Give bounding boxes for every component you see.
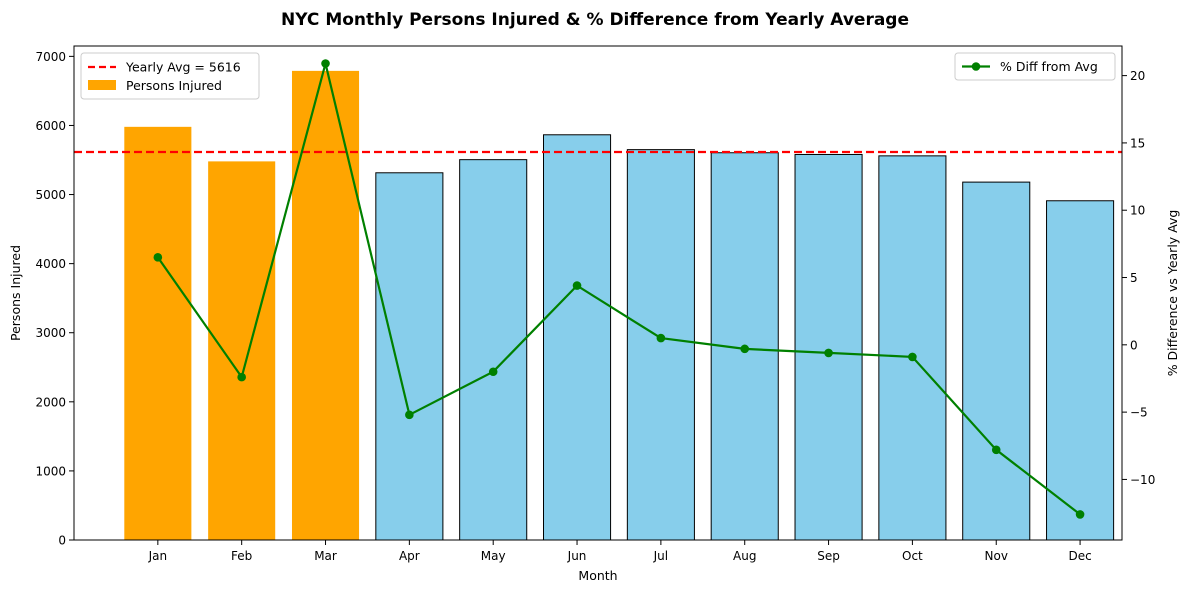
legend-refline-label: Yearly Avg = 5616	[125, 60, 241, 75]
percent-point-may	[488, 367, 498, 377]
chart-title: NYC Monthly Persons Injured & % Differen…	[281, 10, 909, 30]
bar-dec	[1046, 200, 1115, 541]
x-tick-label: Aug	[733, 549, 756, 563]
percent-point-oct	[908, 352, 917, 362]
y-axis-right: −10 −5 0 5 10 15 20	[1122, 69, 1155, 487]
x-axis: Jan Feb Mar Apr May Jun Jul Aug Sep Oct Nov Dec	[148, 540, 1092, 563]
legend-line-marker	[971, 62, 981, 71]
y-tick-label: 1000	[35, 464, 66, 478]
y2-tick-label: −10	[1130, 473, 1155, 487]
y2-tick-label: 10	[1130, 204, 1145, 218]
y-tick-label: 4000	[35, 257, 66, 271]
y-tick-label: 6000	[35, 119, 66, 133]
bars-group	[124, 70, 1115, 541]
legend-right-box	[954, 52, 1116, 81]
bar-sep	[794, 153, 863, 541]
x-tick-label: Oct	[902, 549, 923, 563]
x-tick-label: Dec	[1068, 549, 1091, 563]
percent-point-feb	[237, 372, 246, 382]
bar-jul	[626, 149, 695, 541]
bar-may	[459, 159, 528, 541]
bar-jun	[543, 134, 612, 541]
percent-point-aug	[740, 344, 750, 354]
bar-mar	[291, 70, 360, 540]
percent-diff-line	[156, 63, 1081, 516]
y2-tick-label: 5	[1130, 271, 1138, 285]
bar-nov	[962, 181, 1031, 541]
y2-tick-label: 20	[1130, 69, 1145, 83]
x-tick-label: Nov	[985, 549, 1008, 563]
percent-point-jun	[572, 281, 582, 290]
y-tick-label: 7000	[35, 50, 66, 64]
percent-point-mar	[321, 59, 330, 68]
x-tick-label: Apr	[399, 549, 420, 563]
plot-frame	[73, 45, 1123, 541]
y-tick-label: 0	[58, 534, 66, 548]
y-tick-label: 3000	[35, 326, 66, 340]
y-axis-left: 0 1000 2000 3000 4000 5000 6000 7000	[35, 50, 74, 548]
x-tick-label: Jun	[567, 549, 587, 563]
x-axis-label: Month	[578, 568, 617, 583]
y-tick-label: 2000	[35, 395, 66, 409]
x-tick-label: May	[481, 549, 506, 563]
percent-point-jul	[656, 333, 666, 343]
percent-point-dec	[1075, 510, 1085, 519]
legend-line-label: % Diff from Avg	[1000, 59, 1098, 74]
x-tick-label: Jan	[148, 549, 168, 563]
y2-tick-label: −5	[1130, 406, 1148, 420]
x-tick-label: Sep	[817, 549, 840, 563]
percent-line-group	[153, 59, 1085, 519]
percent-point-sep	[824, 348, 833, 358]
percent-point-apr	[405, 410, 414, 420]
percent-point-jan	[153, 253, 163, 262]
x-tick-label: Mar	[314, 549, 337, 563]
legend-bar-swatch	[88, 80, 116, 90]
percent-point-nov	[991, 445, 1001, 455]
bar-jan	[124, 126, 192, 540]
bar-apr	[375, 172, 444, 541]
legend-left: Yearly Avg = 5616 Persons Injured	[80, 52, 260, 100]
legend-left-box	[80, 52, 260, 100]
legend-bar-label: Persons Injured	[126, 78, 222, 93]
y2-tick-label: 15	[1130, 136, 1145, 150]
x-tick-label: Feb	[231, 549, 252, 563]
y2-axis-label: % Difference vs Yearly Avg	[1165, 210, 1180, 377]
bar-feb	[208, 161, 276, 540]
legend-right: % Diff from Avg	[954, 52, 1116, 81]
bar-oct	[878, 155, 947, 541]
y2-tick-label: 0	[1130, 338, 1138, 352]
x-tick-label: Jul	[653, 549, 668, 563]
y-tick-label: 5000	[35, 188, 66, 202]
y-axis-label: Persons Injured	[8, 245, 23, 341]
